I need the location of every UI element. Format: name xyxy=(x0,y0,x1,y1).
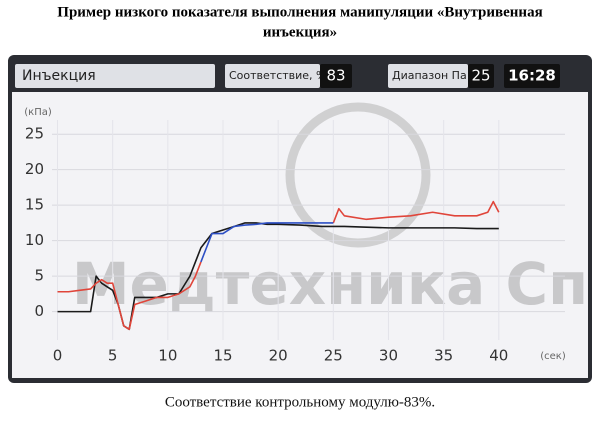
x-tick-label: 0 xyxy=(53,347,63,365)
x-tick-label: 40 xyxy=(489,347,508,365)
x-tick-label: 5 xyxy=(108,347,118,365)
x-tick-label: 10 xyxy=(158,347,177,365)
match-value: 83 xyxy=(326,67,345,85)
y-tick-label: 10 xyxy=(25,231,44,249)
x-tick-label: 25 xyxy=(324,347,343,365)
time-box xyxy=(504,64,560,88)
title-line: Пример низкого показателя выполнения ман… xyxy=(57,4,542,20)
y-tick-label: 15 xyxy=(25,196,44,214)
mode-box xyxy=(15,64,215,88)
match-label-box xyxy=(225,64,320,88)
caption: Соответствие контрольному модулю-83%. xyxy=(165,394,435,410)
plot-background xyxy=(12,92,588,378)
x-tick-label: 20 xyxy=(269,347,288,365)
mode: Инъекция xyxy=(22,68,96,84)
watermark-logo xyxy=(285,102,431,248)
time: 16:28 xyxy=(508,67,556,85)
title-line: инъекция» xyxy=(263,24,337,40)
x-tick-label: 30 xyxy=(379,347,398,365)
x-tick-label: 15 xyxy=(213,347,232,365)
data-line xyxy=(200,222,334,263)
y-axis-label: (кПа) xyxy=(24,107,52,118)
range-label: Диапазон Па xyxy=(392,69,467,82)
range-label-box xyxy=(388,64,468,88)
x-axis-label: (сек) xyxy=(540,351,566,362)
range-value-box xyxy=(468,64,494,88)
data-line xyxy=(57,200,500,331)
x-tick-label: 35 xyxy=(434,347,453,365)
range-value: 25 xyxy=(471,67,490,85)
watermark: Медтехника Сп xyxy=(72,250,588,318)
y-tick-label: 25 xyxy=(25,125,44,143)
y-tick-label: 20 xyxy=(25,160,44,178)
match-value-box xyxy=(320,64,352,88)
y-tick-label: 0 xyxy=(34,302,44,320)
y-tick-label: 5 xyxy=(34,267,44,285)
plot: 0 5 10 15 20 25 0 5 10 15 20 25 30 35 40 xyxy=(25,120,565,365)
match-label: Соответствие, % xyxy=(229,69,327,82)
